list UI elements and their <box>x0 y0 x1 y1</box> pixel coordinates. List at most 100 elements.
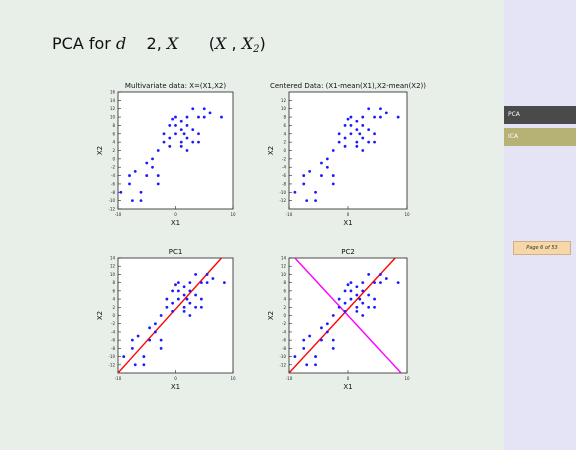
data-point <box>139 190 143 194</box>
data-point <box>191 140 195 144</box>
y-tick-label: 14 <box>110 256 116 261</box>
y-tick-label: 2 <box>283 305 286 310</box>
y-tick-label: 2 <box>283 140 286 145</box>
data-point <box>165 305 169 309</box>
y-tick-label: 16 <box>110 90 116 95</box>
y-tick-label: 14 <box>110 98 116 103</box>
x-tick-label: -10 <box>115 376 122 381</box>
data-point <box>384 277 388 280</box>
y-tick-label: 6 <box>283 288 286 293</box>
principal-component-line <box>294 258 402 373</box>
data-point <box>361 281 365 285</box>
page-counter[interactable]: Page 6 of 53 <box>513 241 571 255</box>
data-point <box>159 314 163 317</box>
data-point <box>396 115 400 119</box>
slide-title: PCA for d 2, X (X , X2) <box>52 34 266 55</box>
plot-frame <box>117 91 234 210</box>
y-tick-label: -2 <box>282 156 286 161</box>
y-tick-label: 4 <box>283 131 286 136</box>
x-tick-label: -10 <box>115 212 122 217</box>
data-point <box>165 297 169 301</box>
data-point <box>337 305 341 309</box>
y-tick-label: -12 <box>279 198 286 203</box>
data-point <box>185 297 189 301</box>
data-point <box>325 322 329 326</box>
y-axis-label: X2 <box>267 311 275 320</box>
data-point <box>346 117 350 121</box>
data-point <box>308 334 312 338</box>
data-point <box>145 174 149 177</box>
data-point <box>176 297 180 301</box>
y-tick-label: -4 <box>282 165 286 170</box>
data-point <box>343 301 347 305</box>
data-point <box>171 117 175 121</box>
data-point <box>156 174 160 177</box>
data-point <box>133 169 137 173</box>
title-var-x: X <box>166 34 179 53</box>
chart-title: Multivariate data: X=(X1,X2) <box>125 82 226 90</box>
data-point <box>384 111 388 115</box>
data-point <box>188 301 192 305</box>
data-point <box>373 115 376 119</box>
data-point <box>325 165 329 169</box>
y-tick-label: 6 <box>112 288 115 293</box>
data-point <box>168 124 172 127</box>
y-tick-label: 12 <box>281 98 287 103</box>
x-tick-label: 0 <box>174 212 177 217</box>
y-tick-label: -12 <box>279 362 286 367</box>
data-point <box>331 174 335 177</box>
data-point <box>305 199 309 203</box>
x-tick-label: 0 <box>347 212 350 217</box>
data-point <box>314 199 317 203</box>
data-point <box>174 115 177 119</box>
data-point <box>205 273 209 276</box>
data-point <box>179 128 183 132</box>
y-tick-label: 12 <box>110 264 116 269</box>
y-tick-label: 10 <box>281 106 287 111</box>
x-axis-label: X1 <box>171 383 180 391</box>
y-tick-label: 8 <box>112 280 115 285</box>
data-point <box>355 144 359 148</box>
y-tick-label: -6 <box>282 338 286 343</box>
principal-component-line <box>289 258 396 373</box>
data-point <box>142 355 146 358</box>
x-tick-label: -10 <box>286 212 293 217</box>
data-point <box>358 132 362 136</box>
y-tick-label: 12 <box>281 264 287 269</box>
x-axis-label: X1 <box>343 219 352 227</box>
data-point <box>373 281 376 285</box>
data-point <box>182 309 186 313</box>
x-tick-label: -10 <box>286 376 293 381</box>
data-point <box>343 289 347 293</box>
data-point <box>197 132 200 136</box>
data-point <box>130 199 134 203</box>
plot-frame <box>117 257 234 374</box>
sidebar-item-pca[interactable]: PCA <box>504 106 576 124</box>
data-point <box>153 330 157 334</box>
data-point <box>188 314 192 317</box>
data-point <box>185 115 189 119</box>
data-point <box>367 273 371 276</box>
data-point <box>379 115 382 119</box>
x-tick-label: 10 <box>404 376 410 381</box>
data-point <box>331 314 335 317</box>
data-point <box>182 285 186 289</box>
sidebar-item-ica[interactable]: ICA <box>504 128 576 146</box>
data-point <box>130 338 134 342</box>
title-paren-close: ) <box>259 34 266 53</box>
data-point <box>308 169 312 173</box>
data-point <box>194 273 198 276</box>
data-point <box>182 293 186 297</box>
data-point <box>122 355 126 358</box>
data-point <box>349 124 353 127</box>
data-point <box>182 132 186 136</box>
y-axis-label: X2 <box>267 146 275 155</box>
data-point <box>293 355 297 358</box>
data-point <box>367 128 371 132</box>
y-axis-label: X2 <box>96 311 104 320</box>
title-var-d: d <box>115 34 127 53</box>
y-tick-label: -10 <box>279 354 286 359</box>
data-point <box>202 115 206 119</box>
data-point <box>174 124 177 127</box>
data-point <box>325 330 329 334</box>
